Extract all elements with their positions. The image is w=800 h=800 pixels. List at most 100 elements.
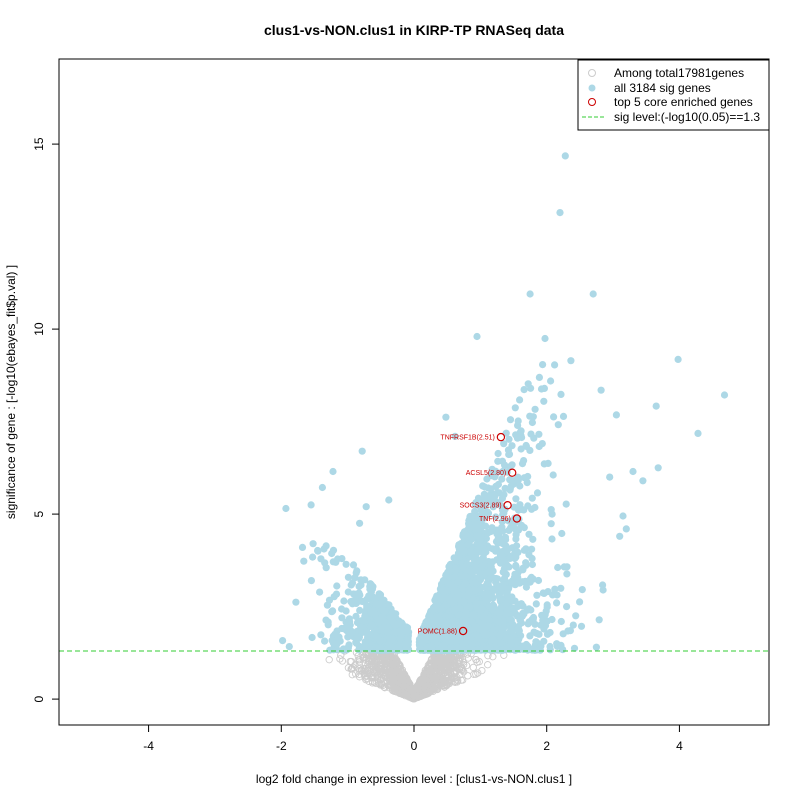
nonsig-point xyxy=(392,684,400,692)
sig-point xyxy=(484,484,492,492)
sig-point-outlier xyxy=(329,467,337,476)
x-axis: -4 -2 0 2 4 xyxy=(143,724,683,753)
nonsig-point xyxy=(472,670,480,678)
nonsig-point xyxy=(371,669,379,677)
sig-point xyxy=(428,643,436,651)
nonsig-point xyxy=(359,664,367,673)
sig-point xyxy=(540,384,549,392)
sig-point xyxy=(355,582,363,591)
sig-point xyxy=(551,585,559,593)
sig-point xyxy=(392,621,400,629)
sig-point xyxy=(463,560,471,568)
sig-point xyxy=(504,585,513,593)
sig-point xyxy=(524,620,532,628)
nonsig-point xyxy=(325,656,333,664)
sig-point-outlier xyxy=(616,532,624,540)
sig-point-outlier xyxy=(282,504,290,513)
sig-point xyxy=(461,572,469,580)
sig-point xyxy=(468,618,476,626)
nonsig-point xyxy=(469,663,477,672)
sig-point xyxy=(505,435,513,443)
nonsig-point xyxy=(381,656,389,664)
sig-point xyxy=(479,626,487,635)
sig-point xyxy=(324,621,332,629)
sig-point xyxy=(486,568,494,576)
sig-point xyxy=(526,412,534,420)
sig-point xyxy=(531,620,539,628)
nonsig-point xyxy=(367,656,375,664)
sig-point xyxy=(516,482,524,490)
sig-point xyxy=(508,593,516,601)
sig-point xyxy=(367,622,375,630)
legend: Among total17981genes all 3184 sig genes… xyxy=(577,59,770,131)
sig-point xyxy=(512,535,520,543)
sig-point xyxy=(502,600,510,608)
sig-point xyxy=(498,468,506,476)
sig-point xyxy=(488,606,496,614)
sig-point xyxy=(522,441,530,450)
sig-point xyxy=(547,377,555,385)
sig-point xyxy=(481,590,489,599)
nonsig-point xyxy=(422,677,430,685)
nonsig-point xyxy=(401,681,409,689)
sig-point xyxy=(454,578,462,586)
sig-point xyxy=(442,571,450,579)
sig-point xyxy=(472,566,480,575)
sig-point xyxy=(309,553,317,561)
sig-point xyxy=(472,586,480,594)
sig-point xyxy=(484,529,492,537)
sig-point xyxy=(503,606,512,614)
nonsig-point xyxy=(440,657,448,665)
sig-point xyxy=(354,591,362,600)
sig-point-outlier xyxy=(652,402,660,410)
sig-point xyxy=(375,644,383,652)
nonsig-point xyxy=(355,664,363,673)
nonsig-point xyxy=(354,656,362,664)
core-gene-label: TNFRSF1B(2.51) xyxy=(440,435,494,442)
sig-point xyxy=(403,627,411,636)
sig-point xyxy=(475,523,483,531)
sig-point xyxy=(511,570,519,578)
sig-point xyxy=(471,579,479,587)
sig-point xyxy=(483,511,491,519)
sig-point xyxy=(452,605,460,613)
sig-point xyxy=(514,417,522,425)
sig-point xyxy=(440,624,448,633)
sig-point xyxy=(570,644,579,652)
sig-point xyxy=(389,635,397,643)
sig-point xyxy=(551,361,559,369)
nonsig-point xyxy=(364,658,373,666)
sig-point-outlier xyxy=(612,411,621,419)
nonsig-point xyxy=(361,673,369,681)
sig-point xyxy=(526,446,534,454)
sig-point xyxy=(532,600,540,608)
sig-point xyxy=(507,638,515,646)
nonsig-point xyxy=(389,684,398,692)
sig-point xyxy=(563,570,571,578)
sig-point xyxy=(498,475,506,483)
sig-point xyxy=(344,633,352,641)
sig-point xyxy=(314,546,322,555)
nonsig-point xyxy=(484,661,492,669)
sig-point xyxy=(459,548,467,556)
sig-point xyxy=(548,510,556,518)
sig-point xyxy=(592,643,601,651)
nonsig-point xyxy=(444,657,452,665)
sig-point xyxy=(479,482,487,490)
sig-point xyxy=(567,357,575,365)
sig-point xyxy=(505,526,513,535)
sig-point xyxy=(500,574,509,582)
sig-point-outlier xyxy=(318,483,326,492)
nonsig-point xyxy=(431,668,440,676)
sig-point-outlier xyxy=(279,637,287,645)
sig-point xyxy=(451,595,459,604)
sig-point xyxy=(473,532,481,540)
sig-point xyxy=(343,646,351,654)
sig-point xyxy=(540,397,548,405)
legend-box xyxy=(577,59,770,131)
sig-point xyxy=(518,460,527,468)
sig-point xyxy=(320,545,328,553)
sig-point xyxy=(516,615,524,624)
sig-point-outlier xyxy=(597,386,605,394)
